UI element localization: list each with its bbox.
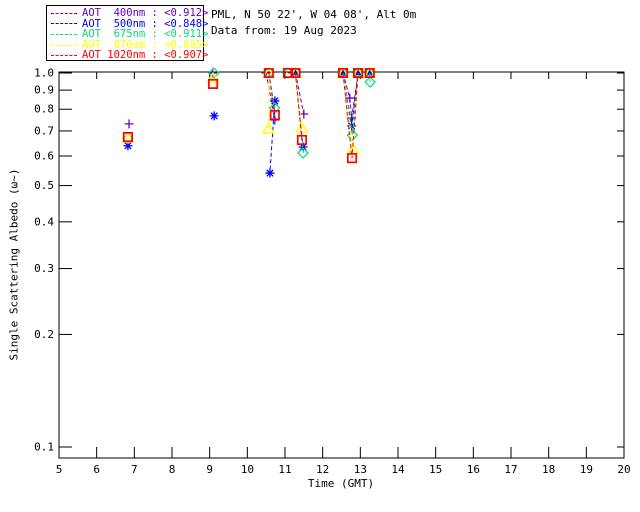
- data-marker-675nm: [297, 147, 309, 159]
- data-marker-675nm: [207, 67, 220, 79]
- y-tick-label: 0.8: [34, 103, 54, 116]
- x-tick-label: 16: [467, 463, 480, 476]
- series-line-1020nm: [268, 72, 276, 116]
- series-400nm: [124, 68, 363, 129]
- data-marker-870nm: [261, 122, 276, 134]
- legend-line-sample-500nm: [51, 23, 77, 25]
- legend-line-sample-675nm: [51, 33, 77, 35]
- data-marker-1020nm: [353, 67, 364, 79]
- legend-label-870nm: AOT 870nm : <0.895>: [82, 38, 209, 51]
- data-marker-500nm: [209, 111, 219, 121]
- data-marker-500nm: [347, 121, 357, 131]
- y-axis-label: Single Scattering Albedo (ω~): [7, 168, 21, 361]
- y-tick-label: 0.6: [34, 149, 54, 162]
- legend-label-500nm: AOT 500nm : <0.848>: [82, 17, 209, 30]
- x-tick-label: 13: [354, 463, 367, 476]
- series-line-1020nm: [342, 72, 359, 159]
- y-tick-label: 0.7: [34, 124, 54, 137]
- series-line-400nm: [295, 72, 305, 115]
- legend-line-sample-1020nm: [51, 55, 77, 57]
- x-tick-label: 8: [169, 463, 176, 476]
- y-tick-label: 0.9: [34, 84, 54, 97]
- data-marker-1020nm: [296, 134, 307, 146]
- data-marker-1020nm: [269, 109, 280, 121]
- series-line-675nm: [288, 72, 304, 154]
- legend-line-sample-400nm: [51, 12, 77, 14]
- y-tick-label: 0.3: [34, 262, 54, 275]
- plot-subtitle: Data from: 19 Aug 2023: [211, 24, 357, 37]
- series-500nm: [123, 68, 375, 178]
- x-tick-label: 6: [93, 463, 100, 476]
- legend-row-870nm: AOT 870nm : <0.895>: [47, 40, 208, 51]
- data-marker-400nm: [345, 93, 355, 103]
- x-tick-label: 14: [391, 463, 405, 476]
- y-tick-label: 0.2: [34, 328, 54, 341]
- y-tick-label: 0.4: [34, 215, 54, 228]
- legend-row-500nm: AOT 500nm : <0.848>: [47, 19, 208, 30]
- axes: [58, 71, 625, 459]
- legend-label-675nm: AOT 675nm : <0.911>: [82, 28, 209, 41]
- data-marker-870nm: [206, 71, 220, 83]
- x-tick-label: 20: [617, 463, 630, 476]
- data-marker-675nm: [364, 76, 376, 88]
- x-tick-label: 7: [131, 463, 138, 476]
- data-marker-1020nm: [346, 153, 358, 164]
- data-marker-400nm: [124, 119, 134, 129]
- data-marker-500nm: [123, 141, 133, 151]
- series-675nm: [122, 67, 376, 159]
- x-tick-label: 15: [429, 463, 442, 476]
- data-marker-1020nm: [290, 67, 301, 79]
- series-870nm: [121, 66, 377, 154]
- x-axis-label: Time (GMT): [307, 477, 375, 490]
- x-tick-label: 18: [542, 463, 555, 476]
- series-1020nm: [122, 67, 375, 164]
- data-marker-870nm: [295, 121, 309, 133]
- x-tick-label: 9: [206, 463, 213, 476]
- data-marker-1020nm: [263, 67, 274, 79]
- data-marker-500nm: [365, 68, 375, 78]
- x-tick-label: 11: [278, 463, 291, 476]
- legend-label-1020nm: AOT 1020nm : <0.907>: [82, 49, 209, 62]
- legend-label-400nm: AOT 400nm : <0.912>: [82, 7, 209, 20]
- y-tick-label: 0.1: [34, 441, 54, 454]
- x-tick-label: 19: [580, 463, 593, 476]
- x-tick-label: 10: [241, 463, 254, 476]
- data-marker-675nm: [122, 132, 134, 145]
- data-marker-400nm: [299, 109, 309, 119]
- x-tick-label: 12: [316, 463, 329, 476]
- plot-border: [58, 71, 625, 459]
- data-marker-500nm: [270, 96, 280, 106]
- plot-title: PML, N 50 22', W 04 08', Alt 0m: [211, 8, 417, 21]
- data-marker-1020nm: [208, 78, 219, 89]
- legend-row-1020nm: AOT 1020nm : <0.907>: [47, 50, 208, 61]
- data-marker-500nm: [265, 168, 275, 178]
- series-line-500nm: [295, 72, 304, 148]
- legend-line-sample-870nm: [51, 44, 77, 46]
- x-tick-label: 5: [56, 463, 63, 476]
- series-line-675nm: [268, 72, 276, 109]
- data-marker-500nm: [298, 142, 308, 152]
- data-marker-1020nm: [364, 67, 375, 79]
- legend-row-675nm: AOT 675nm : <0.911>: [47, 29, 208, 40]
- data-marker-1020nm: [122, 132, 133, 143]
- y-tick-label: 0.5: [34, 179, 54, 192]
- legend-box: AOT 400nm : <0.912> AOT 500nm : <0.848> …: [46, 5, 208, 61]
- legend-row-400nm: AOT 400nm : <0.912>: [47, 8, 208, 19]
- y-tick-label: 1.0: [34, 67, 54, 80]
- series-line-400nm: [342, 72, 359, 119]
- series-line-500nm: [269, 100, 276, 174]
- x-tick-label: 17: [504, 463, 517, 476]
- data-marker-1020nm: [337, 67, 349, 79]
